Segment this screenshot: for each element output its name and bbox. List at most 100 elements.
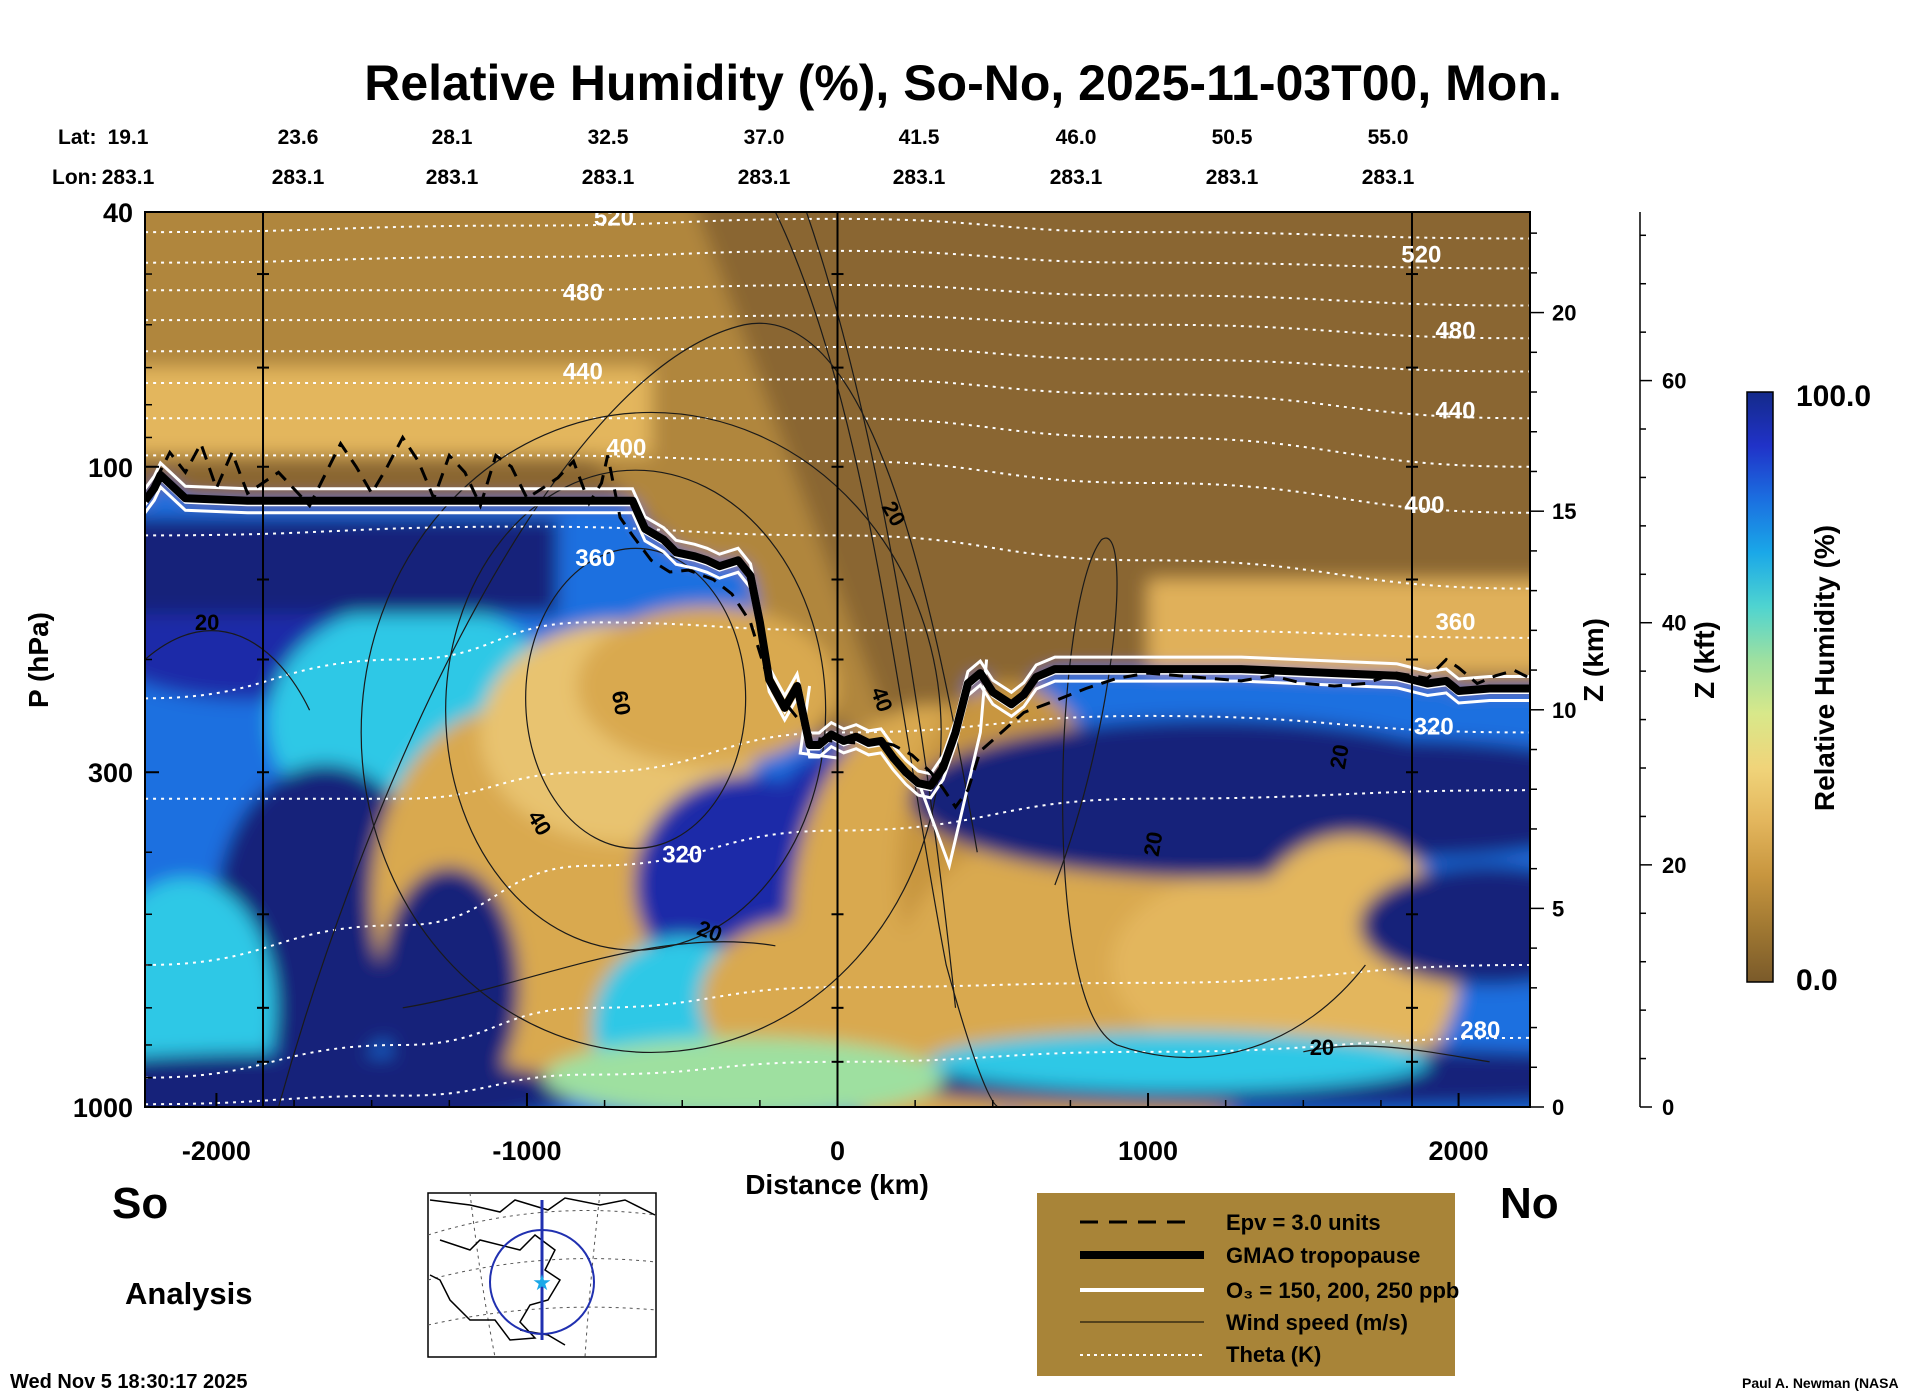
theta-label: 360 — [1435, 609, 1475, 636]
x-axis-label: Distance (km) — [745, 1169, 929, 1200]
humidity-patch — [145, 1052, 579, 1107]
colorbar-label: Relative Humidity (%) — [1809, 525, 1840, 811]
wind-label: 60 — [607, 689, 636, 717]
x-tick-label: 0 — [830, 1136, 845, 1166]
south-label: So — [112, 1179, 168, 1228]
km-tick-label: 5 — [1552, 896, 1564, 921]
lat-value: 55.0 — [1368, 126, 1409, 149]
chart-title: Relative Humidity (%), So-No, 2025-11-03… — [364, 55, 1562, 111]
x-tick-label: 1000 — [1118, 1136, 1178, 1166]
humidity-patch — [145, 877, 276, 1107]
km-tick-label: 10 — [1552, 698, 1576, 723]
kft-tick-label: 40 — [1662, 611, 1686, 636]
theta-line — [145, 378, 1530, 420]
timestamp: Wed Nov 5 18:30:17 2025 — [10, 1371, 248, 1393]
lon-value: 283.1 — [1050, 166, 1103, 189]
kft-tick-label: 20 — [1662, 853, 1686, 878]
y-tick-label: 1000 — [73, 1093, 133, 1123]
lat-value: 19.1 — [108, 126, 149, 149]
lat-lon-row: 19.1 283.1 23.6 283.1 28.1 283.1 32.5 283.1 37.0… — [102, 126, 1415, 189]
wind-label: 20 — [195, 610, 219, 635]
theta-label: 440 — [1435, 397, 1475, 424]
theta-label: 480 — [563, 280, 603, 307]
colorbar-max: 100.0 — [1796, 380, 1871, 413]
o3-contour-150 — [145, 460, 1530, 776]
legend-o3-label: O₃ = 150, 200, 250 ppb — [1226, 1278, 1459, 1303]
x-axis: -2000 -1000 0 1000 2000 — [182, 1093, 1489, 1166]
right-axis-kft-label: Z (kft) — [1689, 621, 1720, 699]
reference-vertical-lines — [257, 212, 1418, 1107]
lat-value: 50.5 — [1212, 126, 1253, 149]
lat-value: 46.0 — [1056, 126, 1097, 149]
theta-label: 360 — [575, 545, 615, 572]
gmao-tropopause-line — [145, 471, 1530, 790]
lon-value: 283.1 — [102, 166, 155, 189]
wind-label: 20 — [1139, 830, 1168, 858]
wind-contour — [1303, 1045, 1490, 1063]
lon-value: 283.1 — [582, 166, 635, 189]
humidity-patch — [929, 1031, 1430, 1092]
plot-area: 520 480 440 400 360 320 520 480 440 400 360 320 280 2… — [145, 205, 1530, 1107]
y-tick-label: 300 — [88, 758, 133, 788]
colorbar — [1746, 391, 1774, 983]
wind-contour — [1054, 537, 1366, 1059]
legend-wind-label: Wind speed (m/s) — [1226, 1310, 1408, 1335]
lon-label: Lon: — [52, 166, 97, 189]
legend-box — [1037, 1193, 1455, 1376]
theta-label: 520 — [594, 205, 634, 232]
north-label: No — [1500, 1179, 1559, 1228]
lon-value: 283.1 — [893, 166, 946, 189]
lat-value: 41.5 — [899, 126, 940, 149]
stratosphere-mid — [145, 212, 916, 799]
theta-label: 400 — [606, 434, 646, 461]
right-axis-km: 0 5 10 15 20 — [1530, 232, 1576, 1120]
legend-epv-label: Epv = 3.0 units — [1226, 1210, 1381, 1235]
theta-label: 440 — [563, 358, 603, 385]
x-tick-label: -1000 — [492, 1136, 561, 1166]
epv-contour — [145, 434, 1530, 810]
right-axis-kft: 0 20 40 60 — [1639, 212, 1686, 1120]
credit: Paul A. Newman (NASA — [1742, 1375, 1899, 1391]
km-tick-label: 0 — [1552, 1095, 1564, 1120]
lon-value: 283.1 — [1362, 166, 1415, 189]
theta-label: 520 — [1401, 242, 1441, 269]
legend: Epv = 3.0 units GMAO tropopause O₃ = 150… — [1037, 1193, 1459, 1376]
map-inset: ★ — [427, 1192, 657, 1358]
theta-line — [145, 454, 1530, 514]
theta-line — [145, 525, 1530, 590]
y-axis-label: P (hPa) — [23, 612, 54, 708]
lon-value: 283.1 — [272, 166, 325, 189]
km-tick-label: 20 — [1552, 301, 1576, 326]
theta-label: 320 — [662, 841, 702, 868]
lon-value: 283.1 — [738, 166, 791, 189]
right-axis-km-label: Z (km) — [1578, 618, 1609, 702]
star-icon: ★ — [532, 1270, 552, 1295]
y-tick-label: 100 — [88, 453, 133, 483]
wind-contour — [145, 630, 311, 711]
contour-labels: 520 480 440 400 360 320 520 480 440 400 360 320 280 2… — [195, 205, 1500, 1060]
lat-value: 37.0 — [744, 126, 785, 149]
y-tick-label: 40 — [103, 198, 133, 228]
colorbar-min: 0.0 — [1796, 964, 1838, 997]
upper-trop-moist-south — [145, 517, 559, 615]
wind-contour — [360, 411, 942, 1054]
theta-contours — [145, 217, 1530, 1106]
kft-tick-label: 0 — [1662, 1095, 1674, 1120]
humidity-patch — [379, 867, 520, 1107]
lat-value: 23.6 — [278, 126, 319, 149]
x-tick-label: -2000 — [182, 1136, 251, 1166]
km-tick-label: 15 — [1552, 499, 1576, 524]
humidity-patch — [1359, 865, 1530, 986]
humidity-patch — [544, 1037, 945, 1107]
wind-label: 20 — [1325, 742, 1354, 770]
y-axis: 40 100 300 1000 — [73, 198, 159, 1123]
wind-contour — [445, 469, 827, 951]
wind-contour — [277, 322, 978, 1107]
lower-strat-tan-north — [1148, 579, 1530, 674]
lat-value: 32.5 — [588, 126, 629, 149]
lon-value: 283.1 — [1206, 166, 1259, 189]
theta-line — [145, 789, 1530, 966]
theta-label: 480 — [1435, 317, 1475, 344]
wind-contour — [525, 547, 747, 849]
